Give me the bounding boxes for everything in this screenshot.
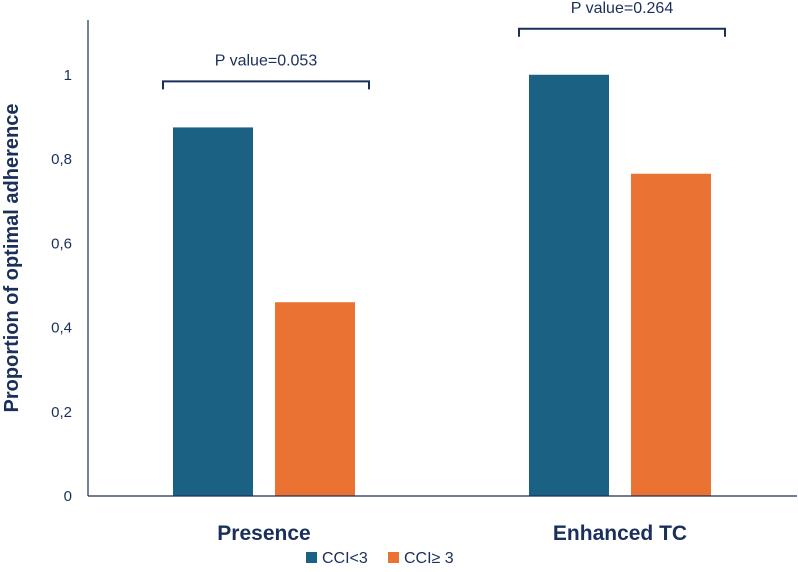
y-tick-label: 0,4 bbox=[51, 320, 72, 337]
legend-swatch bbox=[306, 552, 317, 563]
y-tick-label: 0,2 bbox=[51, 404, 72, 421]
p-value-bracket bbox=[162, 80, 370, 90]
p-value-annotations: P value=0.053 P value=0.264 bbox=[162, 0, 726, 90]
category-label: Presence bbox=[217, 522, 310, 545]
legend-label: CCI≥ 3 bbox=[404, 550, 454, 567]
y-axis-title: Proportion of optimal adherence bbox=[1, 104, 23, 413]
bar-presence-series-1 bbox=[275, 302, 355, 496]
legend-swatch bbox=[388, 552, 399, 563]
y-tick-labels: 0 0,2 0,4 0,6 0,8 1 bbox=[51, 67, 72, 505]
bar-enhanced-tc-series-0 bbox=[529, 74, 609, 497]
y-tick-label: 0 bbox=[64, 488, 72, 505]
y-tick-label: 0,6 bbox=[51, 235, 72, 252]
legend: CCI<3 CCI≥ 3 bbox=[306, 550, 454, 567]
bar-presence-series-0 bbox=[173, 127, 253, 497]
category-labels: Presence Enhanced TC bbox=[217, 522, 687, 545]
bar-enhanced-tc-series-1 bbox=[631, 173, 711, 497]
p-value-bracket bbox=[518, 27, 726, 37]
p-value-label: P value=0.264 bbox=[571, 0, 674, 17]
y-tick-label: 1 bbox=[64, 67, 72, 84]
legend-label: CCI<3 bbox=[322, 550, 368, 567]
bars-group bbox=[173, 74, 711, 497]
y-tick-label: 0,8 bbox=[51, 151, 72, 168]
category-label: Enhanced TC bbox=[553, 522, 687, 545]
p-value-label: P value=0.053 bbox=[215, 52, 318, 69]
